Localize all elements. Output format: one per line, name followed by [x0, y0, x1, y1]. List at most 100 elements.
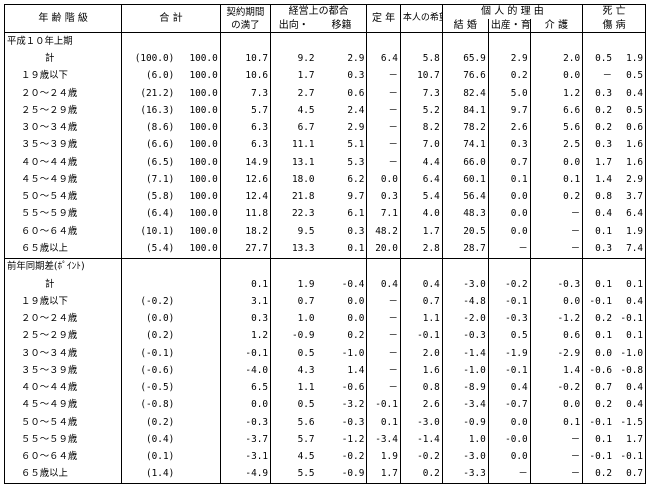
row-injury: 0.7 [614, 465, 646, 485]
row-label: ６５歳以上 [3, 465, 122, 485]
row-marriage: -1.0 [441, 362, 489, 380]
row-business-other: 0.0 [347, 313, 365, 325]
row-retire: 0.1 [366, 413, 401, 431]
row-share: (16.3) [121, 102, 177, 120]
row-injury: 0.1 [614, 275, 646, 294]
row-self-request: 8.2 [399, 119, 443, 137]
table-row: ３５～３９歳 (-0.6) -4.0 4.3 1.4 － 1.6 -1.0 -0.1 1.4 -0.… [3, 362, 646, 380]
row-injury: 0.5 [614, 102, 646, 120]
row-death: -0.1 [582, 293, 614, 311]
row-death: 0.2 [582, 396, 614, 414]
header-self-request: 本人の希望 [399, 4, 443, 33]
row-label: ３０～３４歳 [3, 344, 122, 363]
row-contract-end: 27.7 [219, 239, 271, 259]
row-label: ２０～２４歳 [3, 84, 122, 103]
row-marriage: 60.1 [441, 171, 489, 189]
row-childbirth: 0.1 [487, 171, 531, 189]
row-marriage: -2.0 [441, 310, 489, 328]
row-business-transfer: 4.5 [269, 102, 317, 120]
row-death: 0.1 [582, 430, 614, 449]
row-retire: － [366, 136, 401, 154]
row-self-request: -3.0 [399, 413, 443, 431]
row-share: (5.4) [121, 239, 177, 259]
row-childbirth: 2.6 [487, 119, 531, 137]
row-business-transfer: 0.5 [269, 396, 317, 414]
row-childbirth: 0.0 [487, 448, 531, 466]
row-total: 100.0 [189, 139, 218, 151]
row-retire: -0.1 [366, 396, 401, 414]
row-childbirth: － [487, 465, 531, 485]
row-share: (-0.1) [121, 344, 177, 363]
row-contract-end: 0.3 [219, 310, 271, 328]
row-self-request: 1.6 [399, 362, 443, 380]
row-death: -0.6 [582, 362, 614, 380]
row-business-other: 0.1 [316, 239, 367, 259]
table-row: １９歳以下 (6.0) 100.0 10.6 1.7 0.3 － 10.7 76.6 0.2 0.0… [3, 67, 646, 85]
row-death: 0.3 [582, 239, 614, 259]
row-childbirth: 2.9 [487, 50, 531, 68]
table-row: ６５歳以上 (5.4) 100.0 27.7 13.3 0.1 20.0 2.8 28.7 －－ 0… [3, 239, 646, 259]
row-marriage: 28.7 [441, 239, 489, 259]
row-business-transfer: 6.7 [269, 119, 317, 137]
row-self-request: 2.6 [399, 396, 443, 414]
header-business-sub2: 移籍 [316, 18, 367, 33]
row-retire: 0.0 [366, 171, 401, 189]
row-childbirth: -0.7 [487, 396, 531, 414]
row-business-transfer: 5.6 [269, 413, 317, 431]
row-contract-end: 0.1 [219, 275, 271, 294]
table-row: ２０～２４歳 (21.2) 100.0 7.3 2.7 0.6 － 7.3 82.4 5.0 1.2… [3, 84, 646, 103]
row-retire: － [366, 362, 401, 380]
row-marriage: -3.3 [441, 465, 489, 485]
row-self-request: -0.1 [399, 327, 443, 345]
row-total [176, 465, 221, 485]
row-total: 100.0 [189, 225, 218, 237]
row-share: (100.0) [121, 50, 177, 68]
row-injury: 0.6 [614, 119, 646, 137]
row-label: ４０～４４歳 [3, 379, 122, 397]
row-contract-end: -0.1 [219, 344, 271, 363]
row-self-request: 6.4 [399, 171, 443, 189]
row-retire: 0.4 [366, 275, 401, 294]
row-business-transfer: 1.1 [269, 379, 317, 397]
row-total [176, 362, 220, 379]
row-label: ５０～５４歳 [3, 188, 122, 206]
row-total [176, 310, 220, 327]
row-total: 100.0 [189, 104, 218, 116]
row-self-request: 5.8 [399, 50, 443, 68]
table-row: ３０～３４歳 (8.6) 100.0 6.3 6.7 2.9 － 8.2 78.2 2.6 5.6 0… [3, 119, 646, 137]
row-care: -1.2 [529, 310, 583, 328]
row-contract-end: 6.3 [219, 119, 271, 137]
row-business-other: -1.2 [341, 433, 365, 445]
row-death: 0.7 [582, 379, 614, 397]
row-injury: 1.9 [614, 50, 646, 68]
row-business-other: -1.0 [341, 347, 365, 359]
row-retire: － [366, 67, 401, 85]
row-marriage: 48.3 [441, 205, 489, 223]
row-care: － [529, 465, 583, 485]
row-business-other: 9.7 [347, 191, 365, 203]
row-business-other: 1.4 [347, 364, 365, 376]
table-row: ５５～５９歳 (0.4) -3.7 5.7 -1.2 -3.4 -1.4 1.0 -0.0 － 0.… [3, 430, 646, 449]
row-business-transfer: 22.3 [269, 205, 317, 223]
row-care: -0.3 [529, 275, 583, 294]
row-business-other: 5.3 [347, 156, 365, 168]
row-childbirth: 9.7 [487, 102, 531, 120]
row-death: 0.2 [582, 102, 614, 120]
row-total: 100.0 [189, 70, 218, 82]
row-contract-end: 1.2 [219, 327, 271, 345]
row-death: -0.1 [582, 448, 614, 466]
row-share: (0.4) [121, 430, 177, 449]
row-business-transfer: 1.9 [269, 275, 317, 294]
row-retire: 7.1 [366, 205, 401, 223]
row-retire: 0.3 [366, 188, 401, 206]
row-injury: -1.5 [614, 413, 646, 431]
row-total [176, 448, 220, 465]
header-care: 介 護 [529, 18, 583, 33]
header-business: 経営上の都合 [269, 4, 367, 19]
row-childbirth: -0.2 [487, 275, 531, 294]
row-self-request: -0.2 [399, 448, 443, 466]
row-label: ４０～４４歳 [3, 153, 122, 172]
row-label: ３５～３９歳 [3, 136, 122, 154]
row-injury: 0.4 [614, 84, 646, 103]
row-care: -0.2 [529, 379, 583, 397]
